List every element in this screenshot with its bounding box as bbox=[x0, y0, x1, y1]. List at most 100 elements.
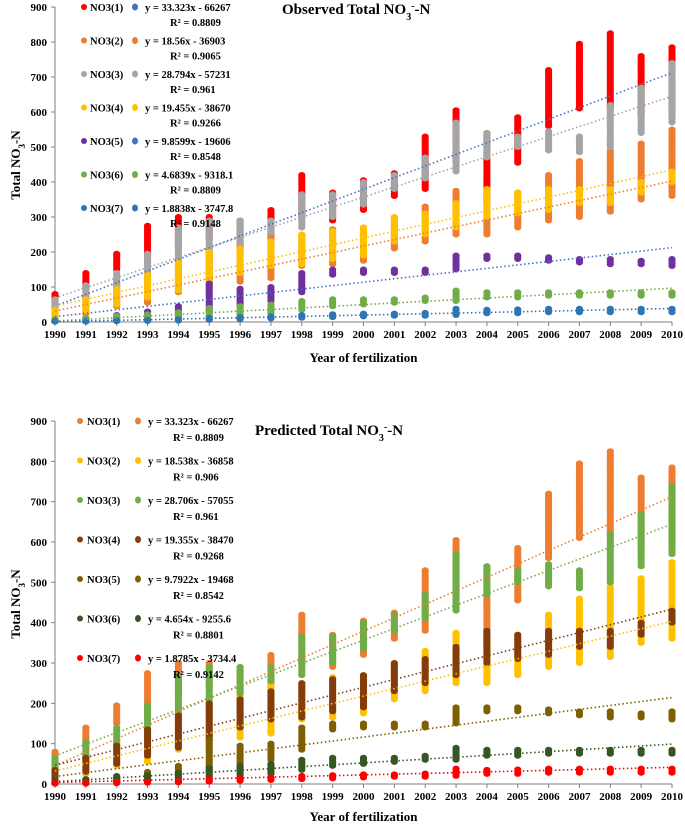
data-point bbox=[236, 245, 244, 252]
data-point bbox=[82, 296, 90, 303]
data-point bbox=[82, 738, 90, 745]
y-tick-label: 100 bbox=[31, 282, 48, 294]
axes: 0 100 200 300 400 500 600 700 800 900 1990 1991 1992… bbox=[31, 2, 684, 341]
x-tick-label: 1994 bbox=[167, 791, 190, 803]
data-point bbox=[606, 448, 614, 455]
legend-marker bbox=[81, 171, 87, 178]
data-point bbox=[236, 303, 244, 310]
data-point bbox=[298, 772, 306, 779]
trendline-marker bbox=[132, 3, 138, 11]
trendline-6 bbox=[54, 287, 673, 322]
data-point bbox=[668, 708, 676, 715]
x-tick-label: 2006 bbox=[538, 791, 561, 803]
data-point bbox=[637, 289, 645, 296]
data-point bbox=[514, 567, 522, 574]
data-point bbox=[236, 762, 244, 769]
y-tick-label: 100 bbox=[31, 739, 48, 751]
data-point bbox=[298, 270, 306, 276]
trend-r2: R² = 0.8801 bbox=[173, 631, 224, 642]
data-point bbox=[359, 224, 368, 231]
legend-item-5: NO3(5) y = 9.8599x - 19606 R² = 0.8548 bbox=[81, 137, 231, 163]
trend-r2: R² = 0.9148 bbox=[170, 219, 221, 230]
data-point bbox=[575, 158, 584, 164]
legend-label: NO3(5) bbox=[90, 137, 124, 148]
legend-marker bbox=[77, 615, 83, 622]
data-point bbox=[421, 647, 429, 654]
data-point bbox=[421, 567, 429, 574]
data-point bbox=[452, 305, 460, 312]
legend-label: NO3(4) bbox=[87, 536, 121, 547]
data-point bbox=[514, 289, 522, 296]
legend-item-3: NO3(3) y = 28.794x - 57231 R² = 0.961 bbox=[81, 70, 231, 96]
x-tick-label: 2005 bbox=[507, 329, 530, 341]
data-point bbox=[514, 252, 522, 259]
data-point bbox=[51, 291, 59, 297]
chart-title: Observed Total NO3--N bbox=[282, 1, 431, 23]
trend-equation: y = 33.323x - 66267 bbox=[145, 3, 231, 14]
x-tick-label: 1999 bbox=[322, 329, 345, 341]
data-point bbox=[545, 186, 553, 192]
data-point bbox=[606, 708, 614, 715]
x-tick-label: 1993 bbox=[137, 791, 160, 803]
trend-r2: R² = 0.961 bbox=[173, 512, 219, 523]
data-point bbox=[359, 179, 368, 185]
data-point bbox=[236, 696, 244, 703]
data-point bbox=[359, 296, 368, 303]
trend-equation: y = 9.8599x - 19606 bbox=[145, 137, 231, 148]
data-point bbox=[82, 724, 90, 731]
data-point bbox=[390, 296, 398, 303]
data-point bbox=[575, 186, 584, 192]
axes: 0 100 200 300 400 500 600 700 800 900 1990 1991 1992… bbox=[31, 416, 684, 803]
data-point bbox=[205, 776, 213, 783]
data-point bbox=[452, 536, 460, 543]
x-tick-label: 1994 bbox=[167, 329, 190, 341]
trendline-marker bbox=[132, 137, 138, 145]
x-tick-label: 1992 bbox=[106, 329, 129, 341]
x-tick-label: 1990 bbox=[44, 791, 67, 803]
data-point bbox=[421, 203, 429, 210]
data-point bbox=[143, 702, 152, 709]
trend-equation: y = 18.56x - 36903 bbox=[145, 37, 225, 48]
data-point bbox=[329, 772, 337, 779]
data-point bbox=[668, 482, 676, 489]
legend-marker bbox=[81, 104, 87, 111]
legend-marker bbox=[81, 4, 87, 10]
data-point bbox=[606, 530, 614, 537]
y-tick-label: 700 bbox=[31, 72, 48, 84]
x-tick-label: 2009 bbox=[630, 791, 653, 803]
x-tick-label: 2003 bbox=[445, 791, 468, 803]
x-tick-label: 1992 bbox=[106, 791, 129, 803]
legend-label: NO3(5) bbox=[87, 575, 121, 586]
data-point bbox=[452, 744, 460, 751]
x-tick-label: 1999 bbox=[322, 791, 345, 803]
legend-label: NO3(4) bbox=[90, 104, 124, 115]
trend-equation: y = 1.8838x - 3747.8 bbox=[145, 204, 233, 215]
data-point bbox=[205, 314, 213, 321]
series-points-7 bbox=[51, 305, 676, 325]
data-point bbox=[452, 119, 460, 126]
data-point bbox=[174, 777, 182, 784]
x-tick-label: 2005 bbox=[507, 791, 530, 803]
legend-item-6: NO3(6) y = 4.6839x - 9318.1 R² = 0.8809 bbox=[81, 171, 233, 197]
data-point bbox=[143, 271, 152, 278]
data-point bbox=[205, 664, 213, 671]
trendline-2 bbox=[54, 620, 673, 772]
legend-item-1: NO3(1) y = 33.323x - 66267 R² = 0.8809 bbox=[77, 417, 234, 444]
data-point bbox=[452, 200, 460, 206]
x-tick-label: 2001 bbox=[383, 329, 405, 341]
data-point bbox=[113, 773, 121, 780]
data-point bbox=[514, 114, 522, 121]
data-point bbox=[329, 676, 337, 683]
data-point bbox=[205, 700, 213, 707]
data-point bbox=[298, 611, 306, 618]
data-point bbox=[575, 460, 584, 467]
x-tick-label: 1997 bbox=[260, 329, 283, 341]
data-point bbox=[483, 746, 491, 753]
data-point bbox=[267, 664, 275, 671]
data-point bbox=[514, 631, 522, 638]
data-point bbox=[668, 559, 676, 566]
trendline-marker bbox=[135, 457, 141, 464]
data-point bbox=[113, 702, 121, 709]
trend-equation: y = 1.8785x - 3734.4 bbox=[148, 654, 237, 665]
data-point bbox=[298, 298, 306, 304]
